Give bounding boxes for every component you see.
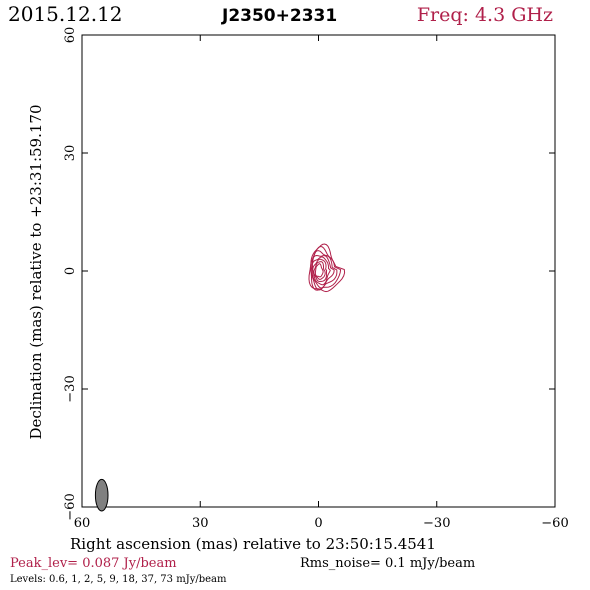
contour-level-2 — [310, 250, 338, 291]
plot-frame — [81, 34, 556, 508]
x-tick-labels: 60 30 0 −30 −60 — [74, 516, 569, 531]
rms-noise: Rms_noise= 0.1 mJy/beam — [300, 556, 475, 571]
y-tick-label: 30 — [63, 145, 78, 162]
y-tick-label: 0 — [63, 267, 78, 275]
contour-level-18 — [312, 258, 328, 283]
y-tick-label: −30 — [63, 375, 78, 402]
y-tick-label: 60 — [63, 27, 78, 44]
frequency-label: Freq: 4.3 GHz — [417, 4, 553, 26]
y-tick-label: −60 — [63, 493, 78, 520]
contour-level-1 — [310, 245, 342, 291]
x-axis-label: Right ascension (mas) relative to 23:50:… — [70, 535, 436, 553]
x-tick-label: 0 — [314, 516, 322, 531]
contour-level-37 — [313, 261, 326, 280]
source-contours — [308, 243, 346, 293]
y-tick-labels: −60 −30 0 30 60 — [63, 27, 78, 521]
contour-level-0.6 — [308, 243, 346, 293]
restoring-beam — [94, 478, 109, 512]
x-tick-label: −30 — [423, 516, 450, 531]
x-tick-label: −60 — [541, 516, 568, 531]
contour-levels: Levels: 0.6, 1, 2, 5, 9, 18, 37, 73 mJy/… — [10, 574, 227, 585]
source-name: J2350+2331 — [221, 6, 337, 26]
peak-level: Peak_lev= 0.087 Jy/beam — [10, 556, 177, 571]
observation-date: 2015.12.12 — [8, 2, 123, 26]
contour-level-73 — [314, 263, 324, 278]
x-tick-label: 60 — [74, 516, 91, 531]
y-axis-label: Declination (mas) relative to +23:31:59.… — [27, 104, 45, 439]
beam-ellipse — [94, 478, 109, 512]
x-tick-label: 30 — [192, 516, 209, 531]
axis-ticks — [81, 34, 556, 508]
